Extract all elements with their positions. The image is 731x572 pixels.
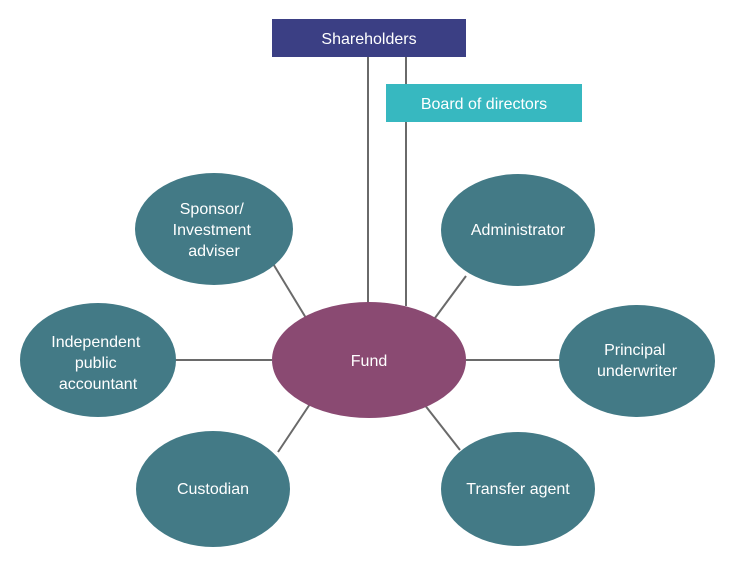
underwriter-line: underwriter [597,363,678,380]
administrator-label: Administrator [471,222,566,239]
sponsor-line: adviser [188,243,240,260]
connector-custodian [277,403,311,453]
administrator-ellipse [441,174,595,286]
underwriter-node: Principal underwriter [559,305,715,417]
accountant-node: Independent public accountant [20,303,176,417]
sponsor-line: Sponsor/ [180,201,245,218]
board-of-directors-box: Board of directors [386,84,582,122]
sponsor-line: Investment [173,222,252,239]
accountant-line: Independent [51,334,141,351]
administrator-node: Administrator [441,174,595,286]
transfer-agent-ellipse [441,432,595,546]
custodian-ellipse [136,431,290,547]
sponsor-ellipse [135,173,293,285]
custodian-label: Custodian [177,481,249,498]
underwriter-line: Principal [604,342,665,359]
shareholders-box: Shareholders [272,19,466,57]
connector-administrator [431,275,467,323]
board-box-bg [386,84,582,122]
transfer-agent-label: Transfer agent [466,481,570,498]
underwriter-ellipse [559,305,715,417]
accountant-ellipse [20,303,176,417]
fund-label: Fund [351,353,387,370]
sponsor-node: Sponsor/ Investment adviser [135,173,293,285]
connector-sponsor [271,261,307,319]
custodian-node: Custodian [136,431,290,547]
shareholders-box-bg [272,19,466,57]
board-of-directors-label: Board of directors [421,96,547,113]
fund-ellipse [272,302,466,418]
transfer-agent-node: Transfer agent [441,432,595,546]
accountant-label: Independent public accountant [51,334,144,393]
accountant-line: public [75,355,117,372]
connector-transfer-agent [423,403,461,451]
underwriter-label: Principal underwriter [597,342,678,380]
fund-node: Fund [272,302,466,418]
shareholders-label: Shareholders [321,31,416,48]
accountant-line: accountant [59,376,138,393]
sponsor-label: Sponsor/ Investment adviser [173,201,256,260]
